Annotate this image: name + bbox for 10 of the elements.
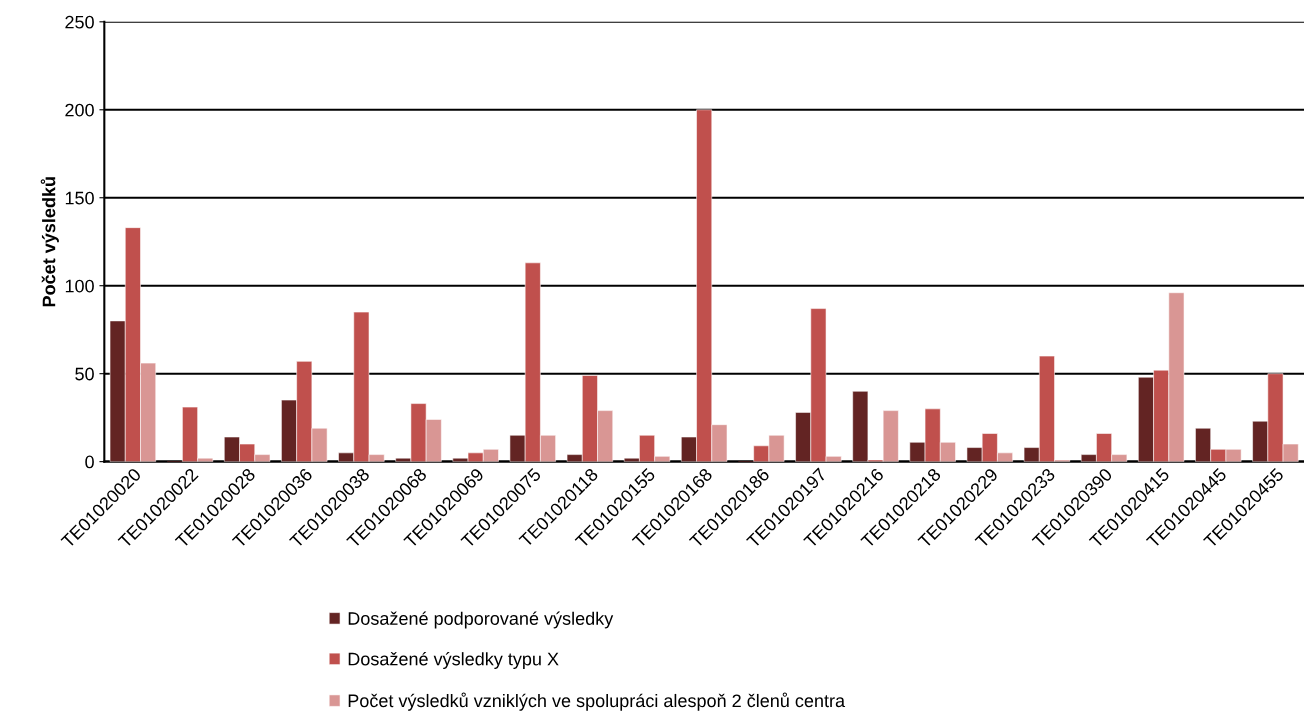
legend-label: Počet výsledků vzniklých ve spolupráci alespoň 2 členů centra [348,692,846,711]
y-tick-label: 250 [65,15,94,29]
y-tick-label: 200 [65,103,94,117]
y-tick-label: 150 [65,191,94,205]
y-tick-label: 100 [65,279,94,293]
y-tick-label: 0 [85,455,94,469]
legend-label: Dosažené výsledky typu X [348,651,559,669]
y-tick-label: 50 [75,367,94,381]
y-axis-title: Počet výsledků [40,177,59,307]
legend-label: Dosažené podporované výsledky [348,611,614,629]
